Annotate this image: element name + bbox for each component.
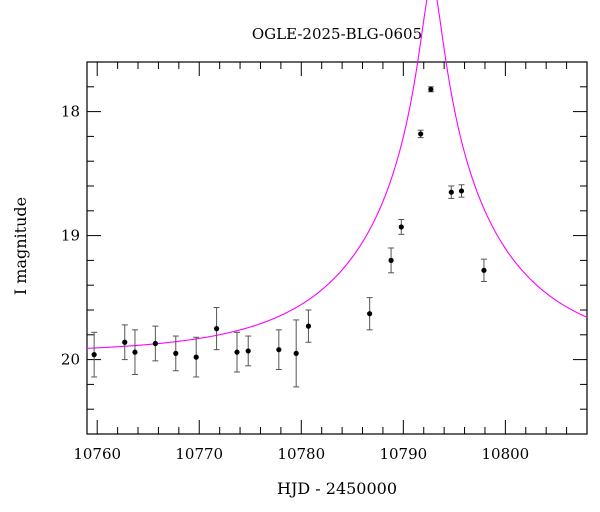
data-point <box>458 188 465 194</box>
y-axis-title: I magnitude <box>11 197 30 295</box>
data-point <box>245 348 251 354</box>
data-point <box>481 267 487 273</box>
data-point <box>213 326 220 332</box>
model-curve <box>86 0 588 349</box>
data-point <box>428 86 434 92</box>
data-point <box>122 339 128 345</box>
y-tick-label: 19 <box>61 227 80 245</box>
data-point <box>418 131 424 137</box>
x-tick-label: 10780 <box>277 445 325 463</box>
data-point <box>173 350 179 356</box>
plot-area: 10760 10770 10780 10790 10800 18 19 20 <box>61 0 588 463</box>
data-point <box>293 350 299 356</box>
data-point <box>448 189 454 195</box>
x-tick-label: 10760 <box>73 445 121 463</box>
y-tick-label: 20 <box>61 351 80 369</box>
plot-frame <box>86 61 588 435</box>
data-point <box>91 352 97 358</box>
data-point <box>305 323 312 329</box>
y-tick-label: 18 <box>61 103 80 121</box>
data-point <box>398 224 404 230</box>
x-axis-title: HJD - 2450000 <box>277 479 397 498</box>
data-point <box>276 347 282 353</box>
chart-title: OGLE-2025-BLG-0605 <box>252 25 422 43</box>
data-point <box>152 340 158 347</box>
x-tick-label: 10790 <box>379 445 427 463</box>
data-point <box>132 349 138 355</box>
data-point <box>367 311 373 317</box>
data-point <box>193 354 199 360</box>
data-point <box>388 257 394 263</box>
x-tick-label: 10800 <box>482 445 530 463</box>
x-tick-label: 10770 <box>175 445 223 463</box>
data-point <box>234 349 240 355</box>
